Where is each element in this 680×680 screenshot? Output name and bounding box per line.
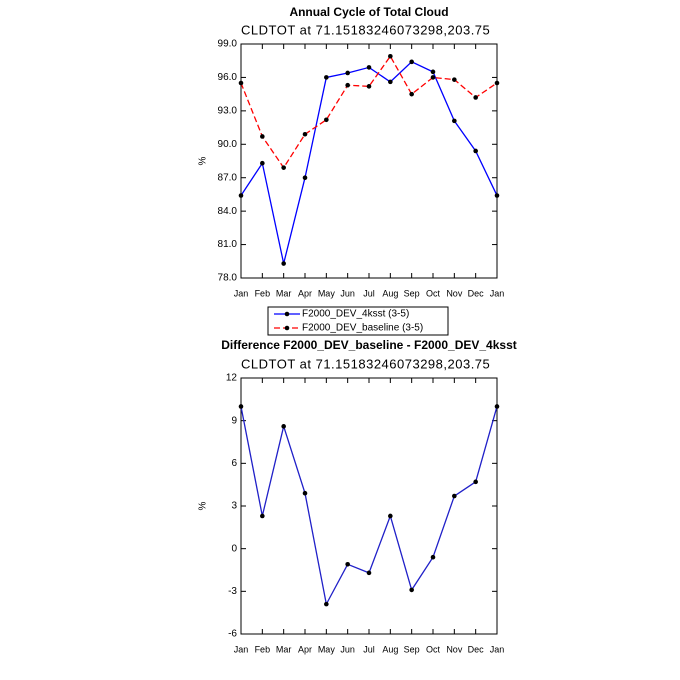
x-tick-label: Jun (340, 288, 355, 298)
point-marker (302, 131, 308, 137)
point-marker (409, 587, 414, 593)
x-tick-label: Nov (446, 288, 463, 298)
point-marker (281, 261, 286, 266)
x-tick-label: Aug (382, 644, 398, 654)
series-line (240, 61, 498, 264)
legend-label: F2000_DEV_baseline (3-5) (302, 323, 423, 334)
point-marker (430, 75, 436, 80)
y-tick-label: 90.0 (218, 139, 238, 150)
chart-subtitle: CLDTOT at 71.15183246073298,203.75 (241, 356, 490, 371)
point-marker (452, 118, 457, 124)
point-marker (494, 404, 500, 409)
point-marker (260, 134, 265, 139)
point-marker (473, 479, 478, 485)
x-tick-label: Apr (298, 288, 312, 298)
x-tick-label: Feb (255, 288, 271, 298)
y-tick-label: 9 (231, 415, 237, 426)
point-marker (409, 91, 414, 97)
point-marker (388, 79, 393, 85)
x-tick-label: Aug (382, 288, 398, 298)
point-marker (366, 570, 372, 576)
x-tick-label: May (318, 644, 336, 654)
x-tick-label: Dec (468, 288, 485, 298)
x-tick-label: Jan (234, 288, 249, 298)
y-tick-label: -6 (228, 629, 237, 640)
chart-title: Difference F2000_DEV_baseline - F2000_DE… (221, 338, 517, 352)
x-tick-label: Mar (276, 644, 292, 654)
point-marker (473, 148, 478, 154)
point-marker (238, 80, 244, 86)
legend-box (267, 306, 449, 336)
point-marker (302, 490, 308, 496)
chart-subtitle: CLDTOT at 71.15183246073298,203.75 (241, 22, 490, 37)
y-axis-label: % (198, 156, 209, 165)
x-tick-label: Mar (276, 288, 292, 298)
x-tick-label: Jan (490, 644, 505, 654)
chart-title: Annual Cycle of Total Cloud (289, 5, 448, 19)
y-tick-label: 84.0 (218, 206, 238, 217)
point-marker (324, 75, 329, 80)
point-marker (430, 554, 436, 560)
x-tick-label: Jan (490, 288, 505, 298)
x-tick-label: Sep (404, 644, 420, 654)
y-tick-label: -3 (228, 586, 237, 597)
x-tick-label: Jun (340, 644, 355, 654)
point-marker (324, 117, 329, 123)
plot-frame (240, 377, 498, 635)
point-marker (324, 601, 329, 607)
y-tick-label: 87.0 (218, 172, 238, 183)
x-tick-label: Feb (255, 644, 271, 654)
x-tick-label: Jul (363, 644, 375, 654)
point-marker (366, 84, 372, 89)
y-tick-label: 99.0 (218, 39, 238, 50)
x-tick-label: Jan (234, 644, 249, 654)
y-tick-label: 81.0 (218, 239, 238, 250)
point-marker (345, 82, 350, 88)
x-tick-label: Oct (426, 288, 441, 298)
x-tick-label: Dec (468, 644, 485, 654)
x-tick-label: Nov (446, 644, 463, 654)
point-marker (388, 513, 393, 519)
point-marker (238, 193, 244, 198)
point-marker (345, 70, 350, 76)
y-axis-label: % (198, 501, 209, 510)
y-tick-label: 93.0 (218, 105, 238, 116)
point-marker (430, 69, 436, 75)
point-marker (473, 95, 478, 100)
y-tick-label: 3 (231, 501, 237, 512)
point-marker (452, 77, 457, 82)
legend-marker (284, 325, 290, 331)
x-tick-label: Oct (426, 644, 441, 654)
point-marker (281, 424, 286, 429)
point-marker (366, 65, 372, 70)
point-marker (281, 165, 286, 170)
x-tick-label: Sep (404, 288, 420, 298)
point-marker (494, 80, 500, 86)
x-tick-label: Jul (363, 288, 375, 298)
point-marker (494, 193, 500, 198)
point-marker (409, 59, 414, 65)
y-tick-label: 0 (231, 543, 237, 554)
point-marker (238, 404, 244, 409)
legend-label: F2000_DEV_4ksst (3-5) (302, 309, 409, 320)
point-marker (260, 513, 265, 519)
y-tick-label: 78.0 (218, 273, 238, 284)
point-marker (388, 53, 393, 59)
point-marker (302, 175, 308, 181)
x-tick-label: May (318, 288, 336, 298)
y-tick-label: 96.0 (218, 72, 238, 83)
point-marker (345, 562, 350, 567)
x-tick-label: Apr (298, 644, 312, 654)
y-tick-label: 6 (231, 458, 237, 469)
legend-marker (284, 311, 290, 317)
series-line (240, 55, 498, 169)
y-tick-label: 12 (226, 373, 238, 384)
point-marker (260, 160, 265, 166)
point-marker (452, 493, 457, 499)
